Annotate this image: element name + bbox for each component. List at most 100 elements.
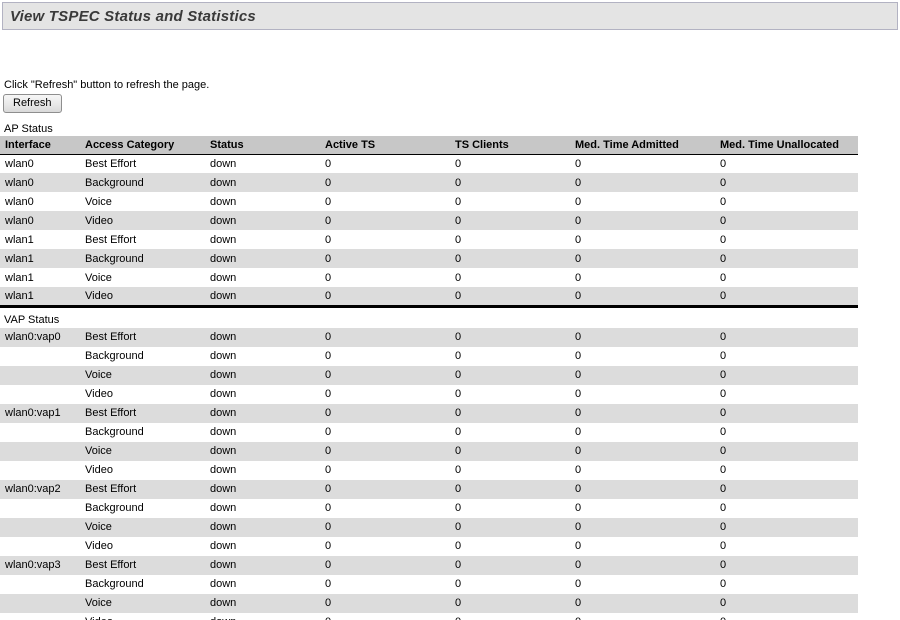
cell-med-time-unallocated: 0 xyxy=(720,369,727,381)
ap-status-rows: wlan0 Best Effort down 0 0 0 0 wlan0 Bac… xyxy=(0,154,858,306)
cell-status: down xyxy=(210,289,237,302)
cell-ts-clients: 0 xyxy=(455,157,462,170)
cell-status: down xyxy=(210,521,237,533)
cell-ts-clients: 0 xyxy=(455,176,462,189)
cell-ts-clients: 0 xyxy=(455,369,462,381)
cell-status: down xyxy=(210,540,237,552)
cell-active-ts: 0 xyxy=(325,176,332,189)
cell-status: down xyxy=(210,502,237,514)
cell-med-time-admitted: 0 xyxy=(575,195,582,208)
cell-access-category: Best Effort xyxy=(85,233,137,246)
cell-ts-clients: 0 xyxy=(455,445,462,457)
vap-status-table: wlan0:vap0 Best Effort down 0 0 0 0 Back… xyxy=(0,327,858,620)
page-title: View TSPEC Status and Statistics xyxy=(10,7,256,25)
cell-med-time-admitted: 0 xyxy=(575,464,582,476)
ap-status-table: Interface Access Category Status Active … xyxy=(0,136,858,308)
cell-active-ts: 0 xyxy=(325,483,332,495)
table-row: wlan0 Background down 0 0 0 0 xyxy=(0,173,858,192)
cell-interface xyxy=(0,423,80,442)
cell-access-category: Video xyxy=(85,289,113,302)
cell-med-time-admitted: 0 xyxy=(575,233,582,246)
cell-med-time-admitted: 0 xyxy=(575,176,582,189)
cell-med-time-admitted: 0 xyxy=(575,445,582,457)
cell-status: down xyxy=(210,233,237,246)
cell-active-ts: 0 xyxy=(325,540,332,552)
cell-med-time-admitted: 0 xyxy=(575,540,582,552)
cell-med-time-unallocated: 0 xyxy=(720,597,727,609)
table-row: wlan0 Video down 0 0 0 0 xyxy=(0,211,858,230)
cell-ts-clients: 0 xyxy=(455,559,462,571)
cell-active-ts: 0 xyxy=(325,214,332,227)
cell-med-time-unallocated: 0 xyxy=(720,388,727,400)
cell-interface xyxy=(0,385,80,404)
cell-med-time-admitted: 0 xyxy=(575,252,582,265)
cell-access-category: Best Effort xyxy=(85,157,137,170)
column-header: Med. Time Unallocated xyxy=(715,136,858,155)
table-row: wlan0:vap2 Best Effort down 0 0 0 0 xyxy=(0,479,858,499)
cell-med-time-admitted: 0 xyxy=(575,426,582,438)
cell-interface: wlan0 xyxy=(5,176,34,189)
cell-med-time-unallocated: 0 xyxy=(720,331,727,343)
cell-med-time-unallocated: 0 xyxy=(715,613,858,620)
cell-interface xyxy=(0,613,80,620)
cell-active-ts: 0 xyxy=(325,464,332,476)
cell-active-ts: 0 xyxy=(325,289,332,302)
cell-status: down xyxy=(210,252,237,265)
table-row: Video down 0 0 0 0 xyxy=(0,461,858,480)
refresh-hint: Click "Refresh" button to refresh the pa… xyxy=(4,79,210,91)
cell-access-category: Background xyxy=(85,426,144,438)
cell-interface xyxy=(0,575,80,594)
table-row: Voice down 0 0 0 0 xyxy=(0,365,858,385)
cell-active-ts: 0 xyxy=(325,350,332,362)
cell-interface: wlan0:vap2 xyxy=(5,483,61,495)
cell-status: down xyxy=(210,214,237,227)
cell-access-category: Background xyxy=(85,578,144,590)
cell-interface: wlan0:vap0 xyxy=(5,331,61,343)
cell-access-category: Background xyxy=(85,252,144,265)
cell-interface xyxy=(0,518,80,537)
cell-status: down xyxy=(210,369,237,381)
cell-ts-clients: 0 xyxy=(455,597,462,609)
cell-status: down xyxy=(210,350,237,362)
cell-interface: wlan0 xyxy=(5,195,34,208)
table-row: Video down 0 0 0 0 xyxy=(0,537,858,556)
cell-interface xyxy=(0,347,80,366)
table-row: Voice down 0 0 0 0 xyxy=(0,517,858,537)
page-title-bar: View TSPEC Status and Statistics xyxy=(2,2,898,30)
cell-access-category: Voice xyxy=(85,521,112,533)
cell-access-category: Best Effort xyxy=(85,331,137,343)
cell-ts-clients: 0 xyxy=(455,464,462,476)
cell-active-ts: 0 xyxy=(325,369,332,381)
cell-med-time-unallocated: 0 xyxy=(720,464,727,476)
cell-ts-clients: 0 xyxy=(455,350,462,362)
cell-access-category: Background xyxy=(85,176,144,189)
cell-status: down xyxy=(210,271,237,284)
cell-active-ts: 0 xyxy=(325,521,332,533)
cell-active-ts: 0 xyxy=(325,195,332,208)
cell-med-time-admitted: 0 xyxy=(575,214,582,227)
column-header: Active TS xyxy=(320,136,450,155)
cell-status: down xyxy=(210,597,237,609)
column-header: Access Category xyxy=(80,136,205,155)
cell-access-category: Voice xyxy=(85,271,112,284)
page-content: Click "Refresh" button to refresh the pa… xyxy=(0,79,900,620)
cell-interface: wlan1 xyxy=(5,271,34,284)
cell-med-time-admitted: 0 xyxy=(570,613,715,620)
cell-med-time-admitted: 0 xyxy=(575,407,582,419)
cell-med-time-unallocated: 0 xyxy=(720,502,727,514)
cell-med-time-unallocated: 0 xyxy=(720,407,727,419)
cell-active-ts: 0 xyxy=(325,559,332,571)
column-header: Status xyxy=(205,136,320,155)
cell-access-category: Voice xyxy=(85,195,112,208)
cell-ts-clients: 0 xyxy=(455,483,462,495)
cell-active-ts: 0 xyxy=(325,331,332,343)
cell-status: down xyxy=(210,578,237,590)
refresh-button[interactable]: Refresh xyxy=(3,94,62,113)
cell-interface: wlan1 xyxy=(5,252,34,265)
vap-status-rows: wlan0:vap0 Best Effort down 0 0 0 0 Back… xyxy=(0,327,858,620)
cell-access-category: Voice xyxy=(85,445,112,457)
cell-ts-clients: 0 xyxy=(455,388,462,400)
cell-active-ts: 0 xyxy=(325,252,332,265)
cell-med-time-unallocated: 0 xyxy=(720,252,727,265)
cell-ts-clients: 0 xyxy=(455,540,462,552)
